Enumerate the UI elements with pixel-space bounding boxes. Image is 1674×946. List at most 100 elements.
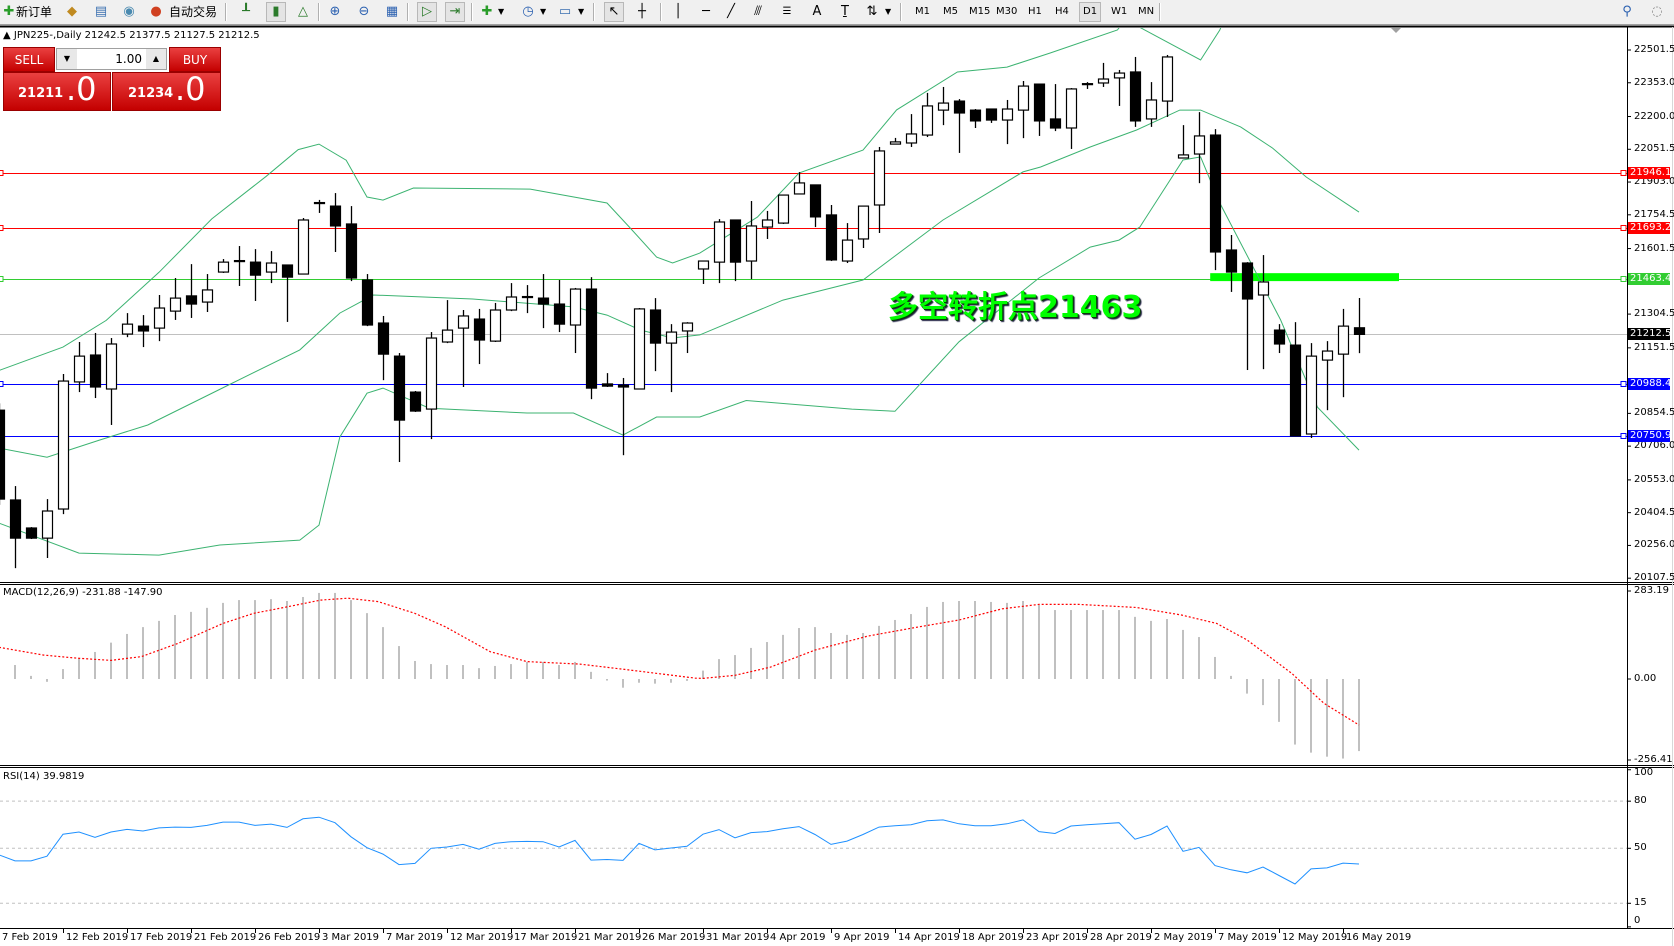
periods-icon[interactable]: ◷ [522, 4, 534, 19]
dropdown-caret-icon[interactable]: ▼ [540, 7, 547, 16]
new-order-icon[interactable]: ✚ [3, 4, 15, 19]
candle [153, 295, 166, 342]
date-label: 26 Feb 2019 [258, 932, 321, 943]
date-label: 21 Feb 2019 [194, 932, 257, 943]
macd-histogram-bar [1086, 610, 1088, 679]
line-chart-icon[interactable]: △ [298, 4, 308, 19]
macd-histogram-bar [382, 627, 384, 679]
chat-icon[interactable]: ◌ [1651, 4, 1663, 19]
timeframe-h1[interactable]: H1 [1028, 6, 1042, 17]
timeframe-d1[interactable]: D1 [1079, 2, 1102, 22]
timeframe-h4[interactable]: H4 [1055, 6, 1069, 17]
candle [793, 172, 806, 195]
candle-body-bull [1145, 99, 1158, 120]
candle [985, 108, 998, 123]
candle-body-bull [921, 105, 934, 136]
bollinger-lower-band [0, 156, 1360, 556]
sell-button[interactable]: SELL [3, 47, 55, 72]
date-label: 12 Mar 2019 [450, 932, 514, 943]
macd-histogram-bar [590, 671, 592, 679]
sell-price-fraction: .0 [66, 70, 97, 108]
price-tick-label: 20854.5 [1634, 407, 1674, 419]
macd-histogram-bar [142, 627, 144, 679]
lot-increase-button[interactable]: ▲ [146, 49, 166, 69]
timeframe-w1[interactable]: W1 [1111, 6, 1128, 17]
auto-scroll-icon[interactable]: ▷ [417, 2, 437, 22]
candle-body-bear [537, 297, 550, 305]
chart-shift-icon[interactable]: ⇥ [445, 2, 465, 22]
price-tick-label: 21151.5 [1634, 341, 1674, 353]
macd-histogram-bar [1342, 679, 1344, 759]
text-icon[interactable]: A [812, 4, 822, 19]
indicators-icon[interactable]: ✚ [481, 4, 493, 19]
candle-body-bull [905, 133, 918, 144]
buy-price-main: 21234 [128, 86, 174, 101]
signals-icon[interactable]: ◉ [123, 4, 135, 19]
timeframe-m1[interactable]: M1 [915, 6, 930, 17]
autotrading-icon[interactable]: ● [150, 4, 162, 19]
pivot-annotation: 多空转折点21463 [888, 290, 1143, 325]
rsi-line [0, 816, 1360, 885]
candle-body-bull [697, 260, 710, 270]
candle-body-bull [665, 331, 678, 344]
candle-body-bull [1177, 154, 1190, 159]
date-label: 18 Apr 2019 [962, 932, 1024, 943]
timeframe-m15[interactable]: M15 [969, 6, 991, 17]
candle [777, 194, 790, 224]
templates-icon[interactable]: ▭ [558, 4, 572, 19]
sell-price[interactable]: 21211 .0 [3, 70, 111, 111]
price-line-marker: 21463.4 [1628, 273, 1672, 286]
timeframe-m30[interactable]: M30 [996, 6, 1018, 17]
trendline-icon[interactable]: ╱ [727, 4, 735, 19]
macd-histogram-bar [862, 633, 864, 679]
tile-windows-icon[interactable]: ▦ [385, 4, 399, 19]
candle [697, 260, 710, 284]
cursor-icon[interactable]: ↖ [604, 2, 624, 22]
text-label-icon[interactable]: Ṯ [841, 4, 849, 19]
date-label: 9 Apr 2019 [834, 932, 890, 943]
market-watch-icon[interactable]: ◆ [67, 4, 77, 19]
macd-histogram-bar [46, 679, 48, 682]
dropdown-caret-icon[interactable]: ▼ [885, 7, 892, 16]
timeframe-mn[interactable]: MN [1138, 6, 1155, 17]
data-window-icon[interactable]: ▤ [94, 4, 108, 19]
new-order-button[interactable]: 新订单 [16, 5, 53, 19]
fibonacci-fan-icon[interactable]: ☰ [782, 6, 792, 17]
rsi-plot [0, 800, 1627, 904]
zoom-in-icon[interactable]: ⊕ [329, 4, 341, 19]
candle [825, 204, 838, 262]
macd-histogram-bar [574, 661, 576, 679]
fibonacci-expansion-icon[interactable]: ⫻ [754, 4, 762, 19]
vertical-line-icon[interactable]: │ [674, 4, 682, 19]
bar-chart-icon[interactable]: ┸ [242, 4, 250, 19]
lot-value[interactable]: 1.00 [115, 52, 142, 66]
crosshair-icon[interactable]: ┼ [638, 4, 646, 19]
lot-size-input[interactable]: ▼ 1.00 ▲ [56, 48, 167, 70]
macd-histogram-bar [958, 601, 960, 679]
dropdown-caret-icon[interactable]: ▼ [498, 7, 505, 16]
candle-body-bear [1289, 344, 1302, 437]
horizontal-line-icon[interactable]: ─ [702, 4, 710, 19]
candle-body-bull [425, 337, 438, 410]
candle-body-bull [441, 329, 454, 343]
lot-decrease-button[interactable]: ▼ [57, 49, 77, 69]
candle-body-bear [729, 219, 742, 263]
autotrading-button[interactable]: 自动交易 [169, 5, 218, 19]
date-label: 14 Apr 2019 [898, 932, 960, 943]
rsi-tick-label: 100 [1634, 767, 1654, 778]
candle-body-bull [233, 259, 246, 263]
candle [953, 99, 966, 153]
arrows-icon[interactable]: ⇅ [866, 4, 878, 19]
zoom-out-icon[interactable]: ⊖ [358, 4, 370, 19]
buy-price[interactable]: 21234 .0 [112, 70, 221, 111]
dropdown-caret-icon[interactable]: ▼ [578, 7, 585, 16]
macd-histogram-bar [878, 625, 880, 679]
candle-body-bear [1129, 71, 1142, 122]
timeframe-m5[interactable]: M5 [943, 6, 958, 17]
candlestick-icon[interactable]: ▮ [266, 2, 286, 22]
search-icon[interactable]: ⚲ [1622, 4, 1632, 19]
candle-body-bull [297, 219, 310, 275]
price-tick-label: 20404.5 [1634, 506, 1674, 518]
buy-button[interactable]: BUY [169, 47, 221, 72]
